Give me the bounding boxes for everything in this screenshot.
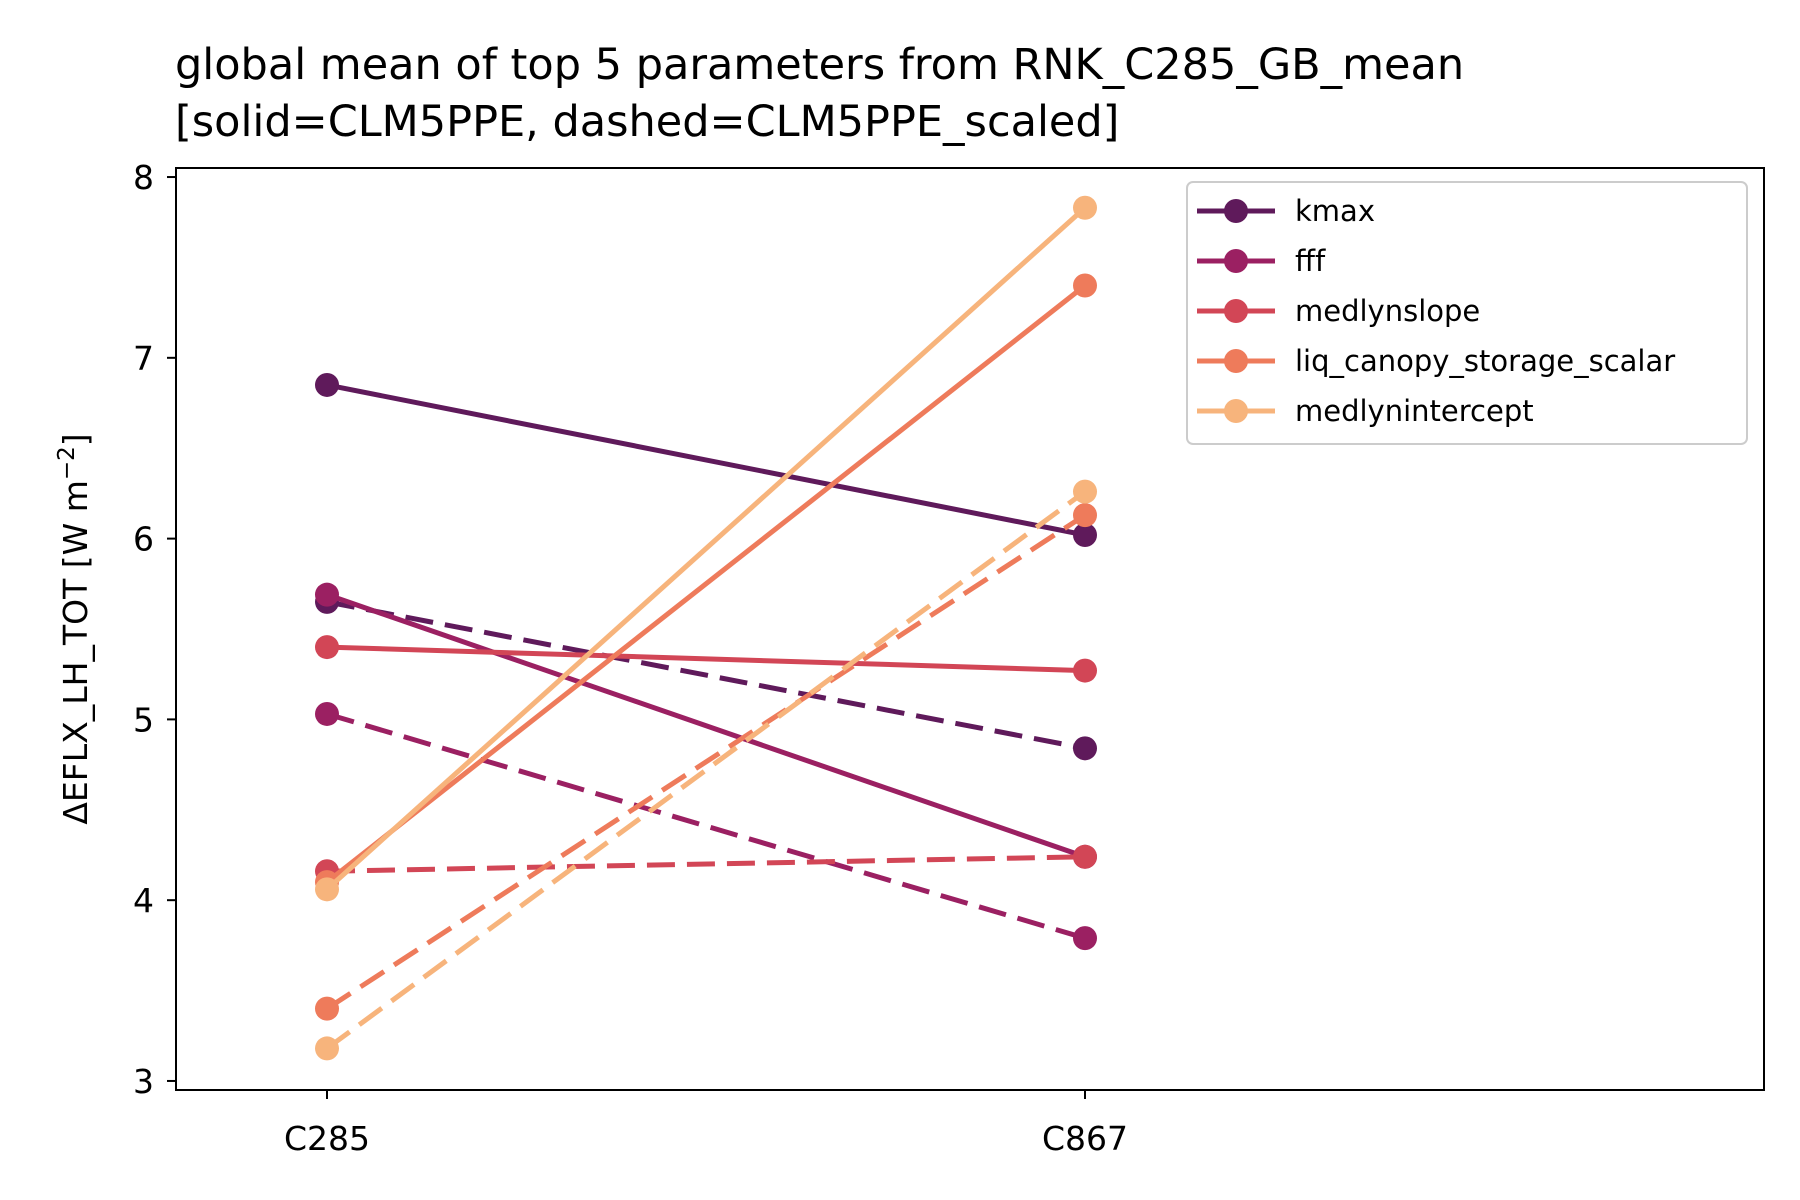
series-1-dashed-line	[326, 711, 1086, 941]
x-tick-label: C285	[284, 1119, 370, 1158]
y-tick-label: 7	[133, 339, 154, 378]
legend-entry-label: medlynslope	[1295, 294, 1480, 328]
series-4-solid-point-1	[1073, 195, 1097, 220]
series-4-solid-line	[325, 205, 1087, 892]
legend-swatch-marker	[1224, 249, 1248, 273]
plot-frame	[175, 167, 1765, 1091]
legend-box	[1186, 181, 1748, 445]
legend-entry-label: kmax	[1295, 194, 1375, 228]
y-tick-label: 4	[133, 881, 154, 920]
series-1-dashed-point-0	[315, 701, 339, 726]
y-tick-label: 3	[133, 1062, 154, 1101]
legend-entry-label: liq_canopy_storage_scalar	[1295, 344, 1675, 378]
series-0-dashed-point-1	[1073, 736, 1097, 761]
series-2-dashed-line	[326, 854, 1086, 874]
legend-entry-label: medlynintercept	[1295, 394, 1534, 428]
series-2-solid-line	[326, 644, 1086, 674]
y-tick-label: 5	[133, 700, 154, 739]
series-0-solid-point-0	[315, 372, 339, 397]
legend-swatch-marker	[1224, 349, 1248, 373]
series-3-dashed-point-1	[1073, 503, 1097, 528]
legend-entry-label: fff	[1295, 244, 1326, 278]
series-2-dashed-point-1	[1073, 844, 1097, 869]
legend-swatch-marker	[1224, 299, 1248, 323]
series-2-solid-point-1	[1073, 658, 1097, 683]
legend-swatch-marker	[1224, 399, 1248, 423]
series-2-solid-point-0	[315, 635, 339, 660]
series-4-dashed-point-1	[1073, 479, 1097, 504]
series-3-solid-point-1	[1073, 273, 1097, 298]
series-1-solid-point-0	[315, 582, 339, 607]
series-lines	[315, 195, 1097, 1061]
chart-title-line-2: [solid=CLM5PPE, dashed=CLM5PPE_scaled]	[175, 97, 1120, 147]
series-3-solid-line	[325, 283, 1087, 885]
series-0-solid-line	[326, 382, 1086, 538]
y-axis-label: ΔEFLX_LH_TOT [W m−2]	[54, 433, 95, 824]
legend: kmax fff medlynslope liq_canopy_storage_sca…	[1186, 181, 1748, 445]
series-0-dashed-line	[326, 599, 1086, 751]
x-tick-label: C867	[1042, 1119, 1128, 1158]
series-4-solid-point-0	[315, 877, 339, 902]
y-tick-label: 6	[133, 520, 154, 559]
legend-swatch-marker	[1224, 199, 1248, 223]
series-3-dashed-point-0	[315, 996, 339, 1021]
chart-title-line-1: global mean of top 5 parameters from RNK…	[175, 40, 1465, 90]
y-tick-label: 8	[133, 158, 154, 197]
axes: 3 4 5 6 7 8 C285 C867	[133, 158, 1128, 1158]
series-1-dashed-point-1	[1073, 926, 1097, 951]
series-3-dashed-line	[325, 513, 1087, 1011]
series-4-dashed-point-0	[315, 1036, 339, 1061]
series-0-solid-point-1	[1073, 522, 1097, 547]
series-1-solid-line	[326, 592, 1086, 860]
series-4-dashed-line	[325, 489, 1087, 1051]
